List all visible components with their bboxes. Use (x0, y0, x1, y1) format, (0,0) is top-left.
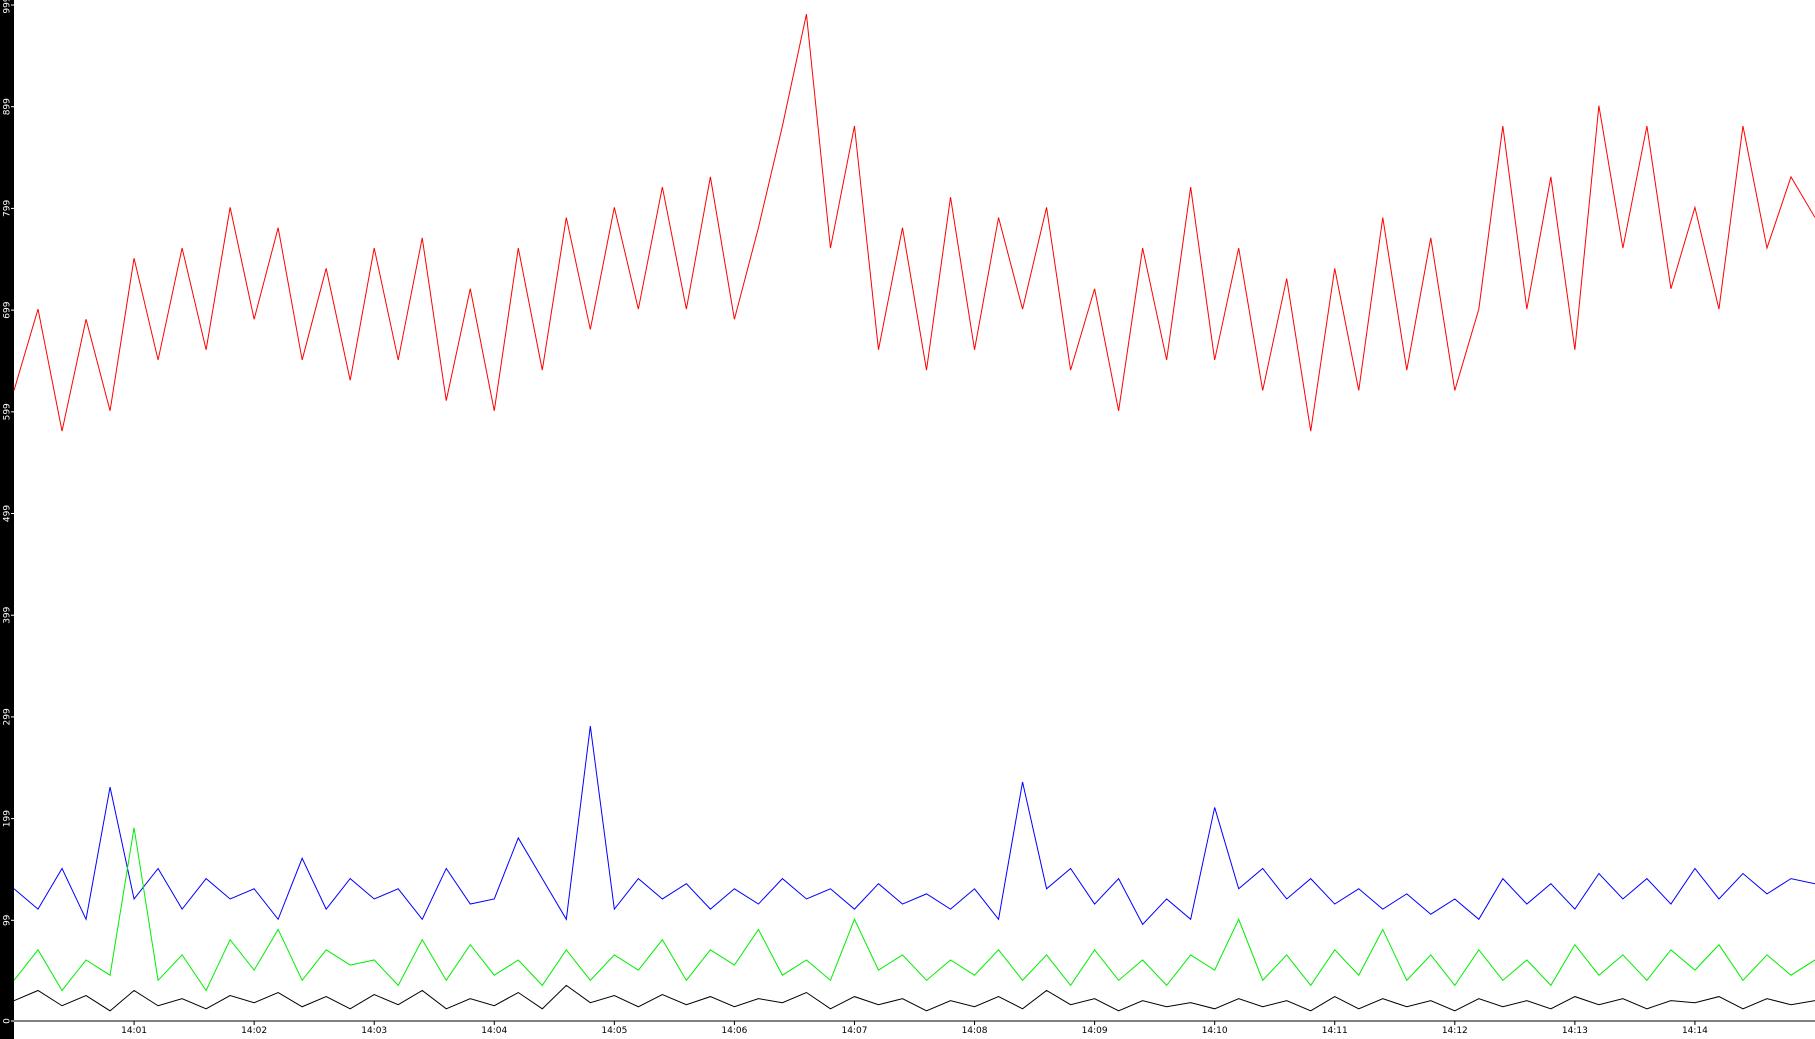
x-tick-label: 14:03 (361, 1026, 387, 1036)
y-tick-label: 199 (3, 810, 13, 827)
y-tick-label: 899 (3, 98, 13, 115)
x-tick-label: 14:13 (1562, 1026, 1588, 1036)
y-tick-label: 999 (3, 0, 13, 14)
series-line (13, 984, 1815, 1012)
x-tick-label: 14:01 (121, 1026, 147, 1036)
x-tick-label: 14:02 (241, 1026, 267, 1036)
y-tick-label: 599 (3, 403, 13, 420)
x-tick-label: 14:05 (601, 1026, 627, 1036)
series-line (13, 726, 1815, 926)
x-tick-label: 14:11 (1322, 1026, 1348, 1036)
x-tick-label: 14:09 (1082, 1026, 1108, 1036)
x-tick-label: 14:07 (841, 1026, 867, 1036)
x-tick-label: 14:10 (1202, 1026, 1228, 1036)
x-tick-label: 14:14 (1682, 1026, 1708, 1036)
x-tick-label: 14:12 (1442, 1026, 1468, 1036)
series-line (13, 827, 1815, 992)
y-tick-label: 499 (3, 505, 13, 522)
y-tick-label: 99 (3, 914, 13, 926)
y-axis-bar (0, 0, 14, 1039)
y-tick-label: 799 (3, 200, 13, 217)
y-tick-label: 299 (3, 708, 13, 725)
x-tick-label: 14:06 (721, 1026, 747, 1036)
y-tick-label: 0 (3, 1018, 13, 1024)
y-tick-label: 699 (3, 301, 13, 318)
series-line (13, 14, 1815, 432)
x-tick-label: 14:04 (481, 1026, 507, 1036)
x-tick-label: 14:08 (962, 1026, 988, 1036)
y-tick-label: 399 (3, 606, 13, 623)
